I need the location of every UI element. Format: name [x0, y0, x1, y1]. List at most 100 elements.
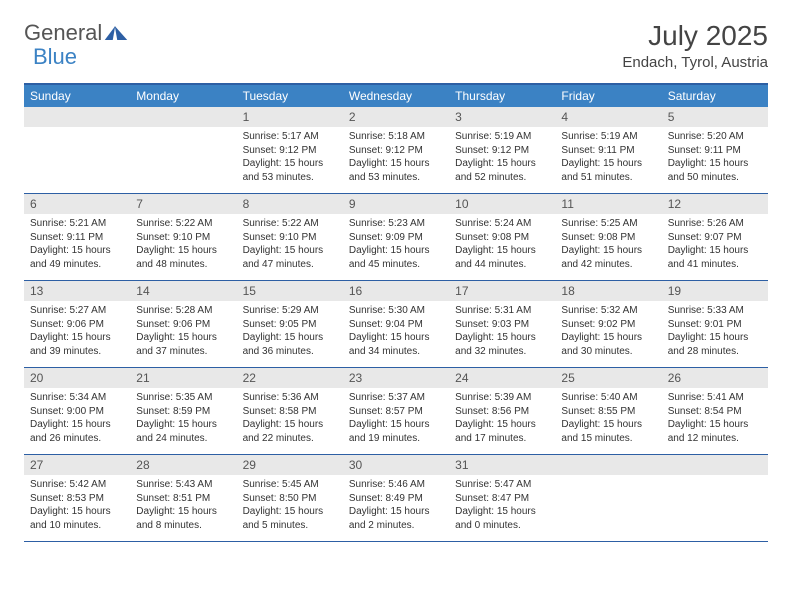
day-details: Sunrise: 5:21 AMSunset: 9:11 PMDaylight:…: [24, 214, 130, 275]
daylight-line: Daylight: 15 hours and 37 minutes.: [136, 331, 230, 358]
sunset-line: Sunset: 9:05 PM: [243, 318, 337, 332]
day-number: 23: [343, 368, 449, 388]
sunrise-line: Sunrise: 5:25 AM: [561, 217, 655, 231]
sunset-line: Sunset: 9:01 PM: [668, 318, 762, 332]
sunrise-line: Sunrise: 5:23 AM: [349, 217, 443, 231]
daylight-line: Daylight: 15 hours and 28 minutes.: [668, 331, 762, 358]
day-details: Sunrise: 5:34 AMSunset: 9:00 PMDaylight:…: [24, 388, 130, 449]
daylight-line: Daylight: 15 hours and 49 minutes.: [30, 244, 124, 271]
day-details: Sunrise: 5:24 AMSunset: 9:08 PMDaylight:…: [449, 214, 555, 275]
sunset-line: Sunset: 9:09 PM: [349, 231, 443, 245]
dow-header: Sunday: [24, 85, 130, 107]
calendar-cell: 22Sunrise: 5:36 AMSunset: 8:58 PMDayligh…: [237, 368, 343, 454]
day-details: Sunrise: 5:28 AMSunset: 9:06 PMDaylight:…: [130, 301, 236, 362]
sunrise-line: Sunrise: 5:41 AM: [668, 391, 762, 405]
calendar-cell: 10Sunrise: 5:24 AMSunset: 9:08 PMDayligh…: [449, 194, 555, 280]
calendar-cell: 4Sunrise: 5:19 AMSunset: 9:11 PMDaylight…: [555, 107, 661, 193]
sunrise-line: Sunrise: 5:18 AM: [349, 130, 443, 144]
logo-mark-icon: [115, 26, 127, 40]
day-details: Sunrise: 5:23 AMSunset: 9:09 PMDaylight:…: [343, 214, 449, 275]
day-details: Sunrise: 5:36 AMSunset: 8:58 PMDaylight:…: [237, 388, 343, 449]
logo-word1: General: [24, 20, 102, 46]
sunrise-line: Sunrise: 5:22 AM: [243, 217, 337, 231]
calendar-cell: [24, 107, 130, 193]
daylight-line: Daylight: 15 hours and 32 minutes.: [455, 331, 549, 358]
day-number: 22: [237, 368, 343, 388]
sunset-line: Sunset: 9:08 PM: [455, 231, 549, 245]
day-number: 10: [449, 194, 555, 214]
header: General July 2025 Endach, Tyrol, Austria: [24, 20, 768, 71]
week-row: 6Sunrise: 5:21 AMSunset: 9:11 PMDaylight…: [24, 194, 768, 281]
daylight-line: Daylight: 15 hours and 45 minutes.: [349, 244, 443, 271]
sunset-line: Sunset: 8:55 PM: [561, 405, 655, 419]
sunset-line: Sunset: 8:59 PM: [136, 405, 230, 419]
week-row: 1Sunrise: 5:17 AMSunset: 9:12 PMDaylight…: [24, 107, 768, 194]
sunset-line: Sunset: 9:12 PM: [349, 144, 443, 158]
day-number: 9: [343, 194, 449, 214]
calendar-cell: 5Sunrise: 5:20 AMSunset: 9:11 PMDaylight…: [662, 107, 768, 193]
daylight-line: Daylight: 15 hours and 24 minutes.: [136, 418, 230, 445]
sunrise-line: Sunrise: 5:33 AM: [668, 304, 762, 318]
calendar-cell: 16Sunrise: 5:30 AMSunset: 9:04 PMDayligh…: [343, 281, 449, 367]
dow-header: Friday: [555, 85, 661, 107]
daylight-line: Daylight: 15 hours and 26 minutes.: [30, 418, 124, 445]
day-number-empty: [24, 107, 130, 127]
dow-header: Saturday: [662, 85, 768, 107]
sunrise-line: Sunrise: 5:47 AM: [455, 478, 549, 492]
calendar-cell: 31Sunrise: 5:47 AMSunset: 8:47 PMDayligh…: [449, 455, 555, 541]
title-block: July 2025 Endach, Tyrol, Austria: [622, 20, 768, 71]
sunset-line: Sunset: 8:53 PM: [30, 492, 124, 506]
day-number-empty: [555, 455, 661, 475]
sunrise-line: Sunrise: 5:22 AM: [136, 217, 230, 231]
sunset-line: Sunset: 8:56 PM: [455, 405, 549, 419]
calendar-cell: 23Sunrise: 5:37 AMSunset: 8:57 PMDayligh…: [343, 368, 449, 454]
sunrise-line: Sunrise: 5:27 AM: [30, 304, 124, 318]
sunrise-line: Sunrise: 5:46 AM: [349, 478, 443, 492]
calendar-cell: 29Sunrise: 5:45 AMSunset: 8:50 PMDayligh…: [237, 455, 343, 541]
day-details: Sunrise: 5:26 AMSunset: 9:07 PMDaylight:…: [662, 214, 768, 275]
sunrise-line: Sunrise: 5:36 AM: [243, 391, 337, 405]
sunset-line: Sunset: 9:06 PM: [136, 318, 230, 332]
sunset-line: Sunset: 9:02 PM: [561, 318, 655, 332]
day-details: Sunrise: 5:41 AMSunset: 8:54 PMDaylight:…: [662, 388, 768, 449]
sunrise-line: Sunrise: 5:40 AM: [561, 391, 655, 405]
day-details: Sunrise: 5:22 AMSunset: 9:10 PMDaylight:…: [237, 214, 343, 275]
sunset-line: Sunset: 9:11 PM: [561, 144, 655, 158]
calendar: SundayMondayTuesdayWednesdayThursdayFrid…: [24, 83, 768, 542]
calendar-cell: 21Sunrise: 5:35 AMSunset: 8:59 PMDayligh…: [130, 368, 236, 454]
calendar-cell: 19Sunrise: 5:33 AMSunset: 9:01 PMDayligh…: [662, 281, 768, 367]
sunset-line: Sunset: 8:49 PM: [349, 492, 443, 506]
sunrise-line: Sunrise: 5:21 AM: [30, 217, 124, 231]
daylight-line: Daylight: 15 hours and 52 minutes.: [455, 157, 549, 184]
sunrise-line: Sunrise: 5:39 AM: [455, 391, 549, 405]
day-details: Sunrise: 5:43 AMSunset: 8:51 PMDaylight:…: [130, 475, 236, 536]
dow-header: Thursday: [449, 85, 555, 107]
day-number: 13: [24, 281, 130, 301]
sunset-line: Sunset: 8:58 PM: [243, 405, 337, 419]
sunrise-line: Sunrise: 5:26 AM: [668, 217, 762, 231]
sunrise-line: Sunrise: 5:24 AM: [455, 217, 549, 231]
daylight-line: Daylight: 15 hours and 15 minutes.: [561, 418, 655, 445]
day-details: Sunrise: 5:33 AMSunset: 9:01 PMDaylight:…: [662, 301, 768, 362]
day-details: Sunrise: 5:29 AMSunset: 9:05 PMDaylight:…: [237, 301, 343, 362]
calendar-cell: 8Sunrise: 5:22 AMSunset: 9:10 PMDaylight…: [237, 194, 343, 280]
sunrise-line: Sunrise: 5:17 AM: [243, 130, 337, 144]
sunrise-line: Sunrise: 5:20 AM: [668, 130, 762, 144]
calendar-cell: 14Sunrise: 5:28 AMSunset: 9:06 PMDayligh…: [130, 281, 236, 367]
daylight-line: Daylight: 15 hours and 19 minutes.: [349, 418, 443, 445]
daylight-line: Daylight: 15 hours and 8 minutes.: [136, 505, 230, 532]
daylight-line: Daylight: 15 hours and 10 minutes.: [30, 505, 124, 532]
day-number: 24: [449, 368, 555, 388]
calendar-cell: 1Sunrise: 5:17 AMSunset: 9:12 PMDaylight…: [237, 107, 343, 193]
day-number: 18: [555, 281, 661, 301]
day-number: 5: [662, 107, 768, 127]
calendar-cell: [130, 107, 236, 193]
daylight-line: Daylight: 15 hours and 39 minutes.: [30, 331, 124, 358]
day-details: Sunrise: 5:37 AMSunset: 8:57 PMDaylight:…: [343, 388, 449, 449]
sunset-line: Sunset: 8:54 PM: [668, 405, 762, 419]
daylight-line: Daylight: 15 hours and 34 minutes.: [349, 331, 443, 358]
dow-row: SundayMondayTuesdayWednesdayThursdayFrid…: [24, 85, 768, 107]
sunset-line: Sunset: 9:12 PM: [243, 144, 337, 158]
day-details: Sunrise: 5:30 AMSunset: 9:04 PMDaylight:…: [343, 301, 449, 362]
sunset-line: Sunset: 9:10 PM: [136, 231, 230, 245]
